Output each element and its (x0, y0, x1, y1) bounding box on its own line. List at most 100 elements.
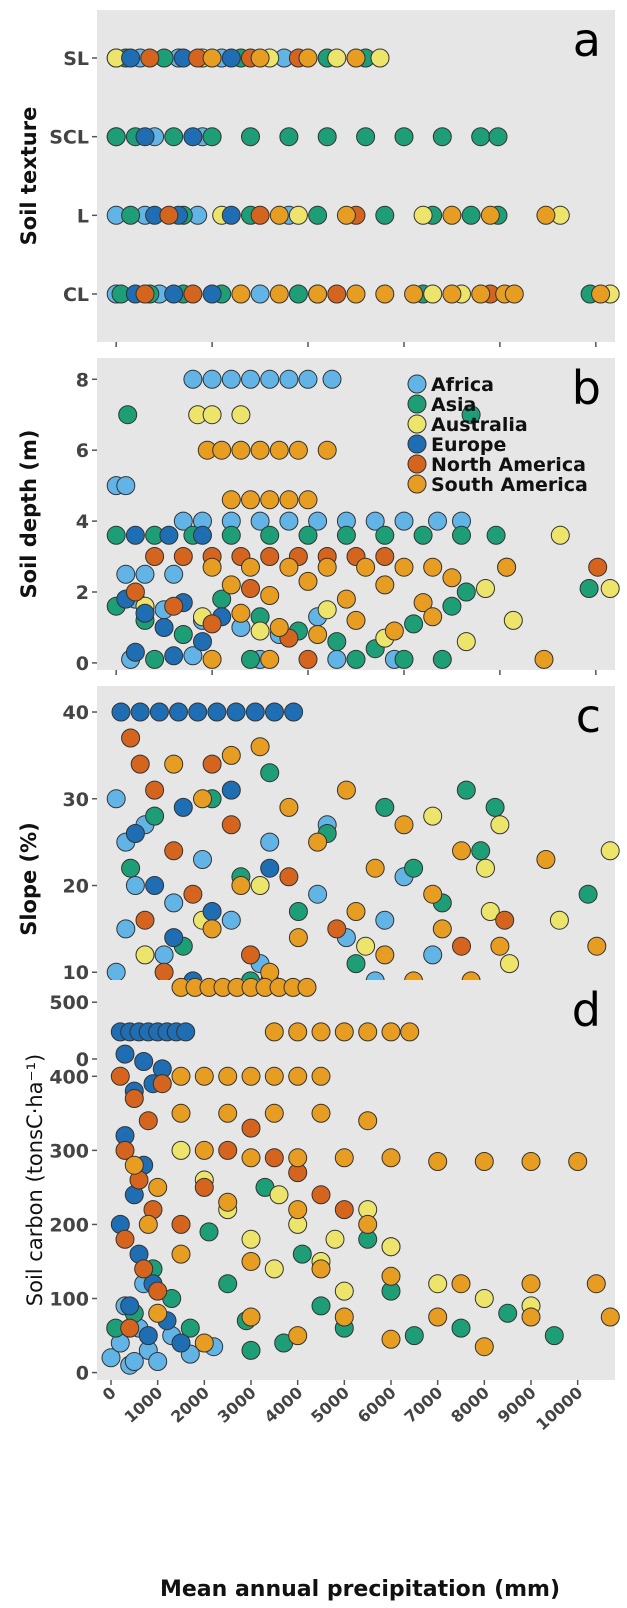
data-point-africa (116, 919, 136, 939)
data-point-australia (288, 205, 308, 225)
data-point-europe (164, 928, 184, 948)
data-point-south-america (124, 1155, 144, 1175)
data-point-asia (288, 902, 308, 921)
data-point-south-america (148, 1303, 168, 1323)
y-axis-label: Soil carbon (tonsC·ha⁻¹) (23, 1054, 47, 1306)
data-point-asia (486, 525, 506, 545)
data-point-south-america (311, 1022, 331, 1042)
data-point-africa (279, 511, 299, 531)
data-point-north-america (125, 582, 145, 602)
data-point-south-america (394, 815, 414, 835)
data-point-asia (106, 127, 126, 147)
data-point-asia (298, 525, 318, 545)
data-point-africa (260, 369, 280, 389)
data-point-south-america (346, 902, 366, 921)
data-point-north-america (298, 649, 318, 669)
data-point-south-america (241, 1148, 261, 1168)
data-point-south-america (490, 936, 510, 956)
data-point-europe (202, 902, 222, 921)
x-tick-label: 8000 (447, 1383, 493, 1427)
data-point-africa (279, 369, 299, 389)
data-point-south-america (260, 586, 280, 605)
data-point-australia (456, 632, 476, 652)
data-point-asia (346, 954, 366, 974)
data-point-south-america (202, 649, 222, 669)
data-point-africa (423, 945, 443, 965)
data-point-australia (428, 1274, 448, 1294)
data-point-africa (135, 564, 155, 584)
y-axis-label: Slope (%) (17, 822, 41, 936)
legend-marker (407, 414, 427, 434)
data-point-south-america (317, 440, 337, 460)
data-point-south-america (250, 440, 270, 460)
data-point-north-america (138, 1111, 158, 1131)
data-point-asia (180, 1318, 200, 1338)
data-point-europe (121, 48, 141, 68)
data-point-north-america (115, 1140, 135, 1160)
data-point-europe (284, 702, 304, 722)
data-point-europe (169, 702, 188, 722)
data-point-south-america (241, 490, 260, 510)
data-point-north-america (135, 910, 155, 930)
data-point-south-america (194, 1333, 214, 1353)
y-tick-label: 8 (76, 369, 89, 391)
data-point-north-america (495, 910, 515, 930)
data-point-south-america (346, 610, 366, 630)
y-tick-label: SL (63, 48, 89, 70)
data-point-south-america (317, 557, 337, 577)
data-point-asia (260, 763, 280, 783)
data-point-south-america (298, 571, 318, 591)
data-point-north-america (183, 884, 203, 904)
data-point-north-america (260, 547, 280, 566)
data-point-north-america (250, 205, 270, 225)
data-point-south-america (269, 205, 289, 225)
data-point-europe (130, 702, 150, 722)
data-point-europe (207, 702, 227, 722)
legend-label: South America (431, 474, 588, 496)
y-tick-label: 20 (63, 876, 89, 898)
data-point-australia (600, 579, 620, 598)
x-tick-label: 0 (99, 1383, 120, 1405)
data-point-south-america (423, 884, 443, 904)
data-point-south-america (384, 621, 404, 641)
data-point-europe (173, 797, 193, 817)
data-point-south-america (365, 858, 385, 878)
data-point-south-america (442, 205, 462, 225)
data-point-south-america (451, 1274, 471, 1294)
data-point-europe (188, 702, 208, 722)
data-point-asia (442, 596, 462, 616)
data-point-south-america (298, 490, 318, 510)
data-point-asia (164, 127, 184, 147)
data-point-africa (164, 893, 184, 913)
data-point-south-america (308, 284, 328, 304)
data-point-north-america (279, 867, 299, 887)
data-point-africa (428, 511, 447, 531)
panel-b: 0 2 4 6 8 Soil depth (m) b (17, 358, 620, 675)
y-tick-label: 2 (76, 582, 89, 604)
x-tick-label: 3000 (214, 1383, 260, 1427)
data-point-asia (218, 1274, 238, 1294)
data-point-north-america (124, 1089, 144, 1108)
data-point-south-america (241, 1252, 261, 1271)
data-point-africa (164, 564, 184, 584)
data-point-europe (221, 780, 241, 800)
data-point-europe (226, 702, 246, 722)
legend-label: Europe (431, 434, 506, 456)
data-point-south-america (288, 928, 308, 948)
data-point-north-america (334, 1200, 354, 1220)
y-tick-label: 300 (49, 1140, 89, 1162)
data-point-south-america (452, 841, 471, 861)
data-point-asia (488, 127, 508, 147)
data-point-south-america (400, 1022, 420, 1042)
x-tick-label: 7000 (401, 1383, 447, 1427)
data-point-south-america (311, 1103, 331, 1123)
data-point-africa (106, 962, 126, 982)
legend-label: Africa (431, 374, 494, 396)
data-point-south-america (221, 490, 241, 510)
data-point-europe (154, 618, 174, 637)
y-tick-label: 30 (63, 789, 89, 811)
data-point-north-america (194, 1177, 214, 1197)
x-tick-label: 5000 (307, 1383, 353, 1427)
data-point-south-america (356, 557, 376, 577)
data-point-south-america (334, 1307, 354, 1327)
